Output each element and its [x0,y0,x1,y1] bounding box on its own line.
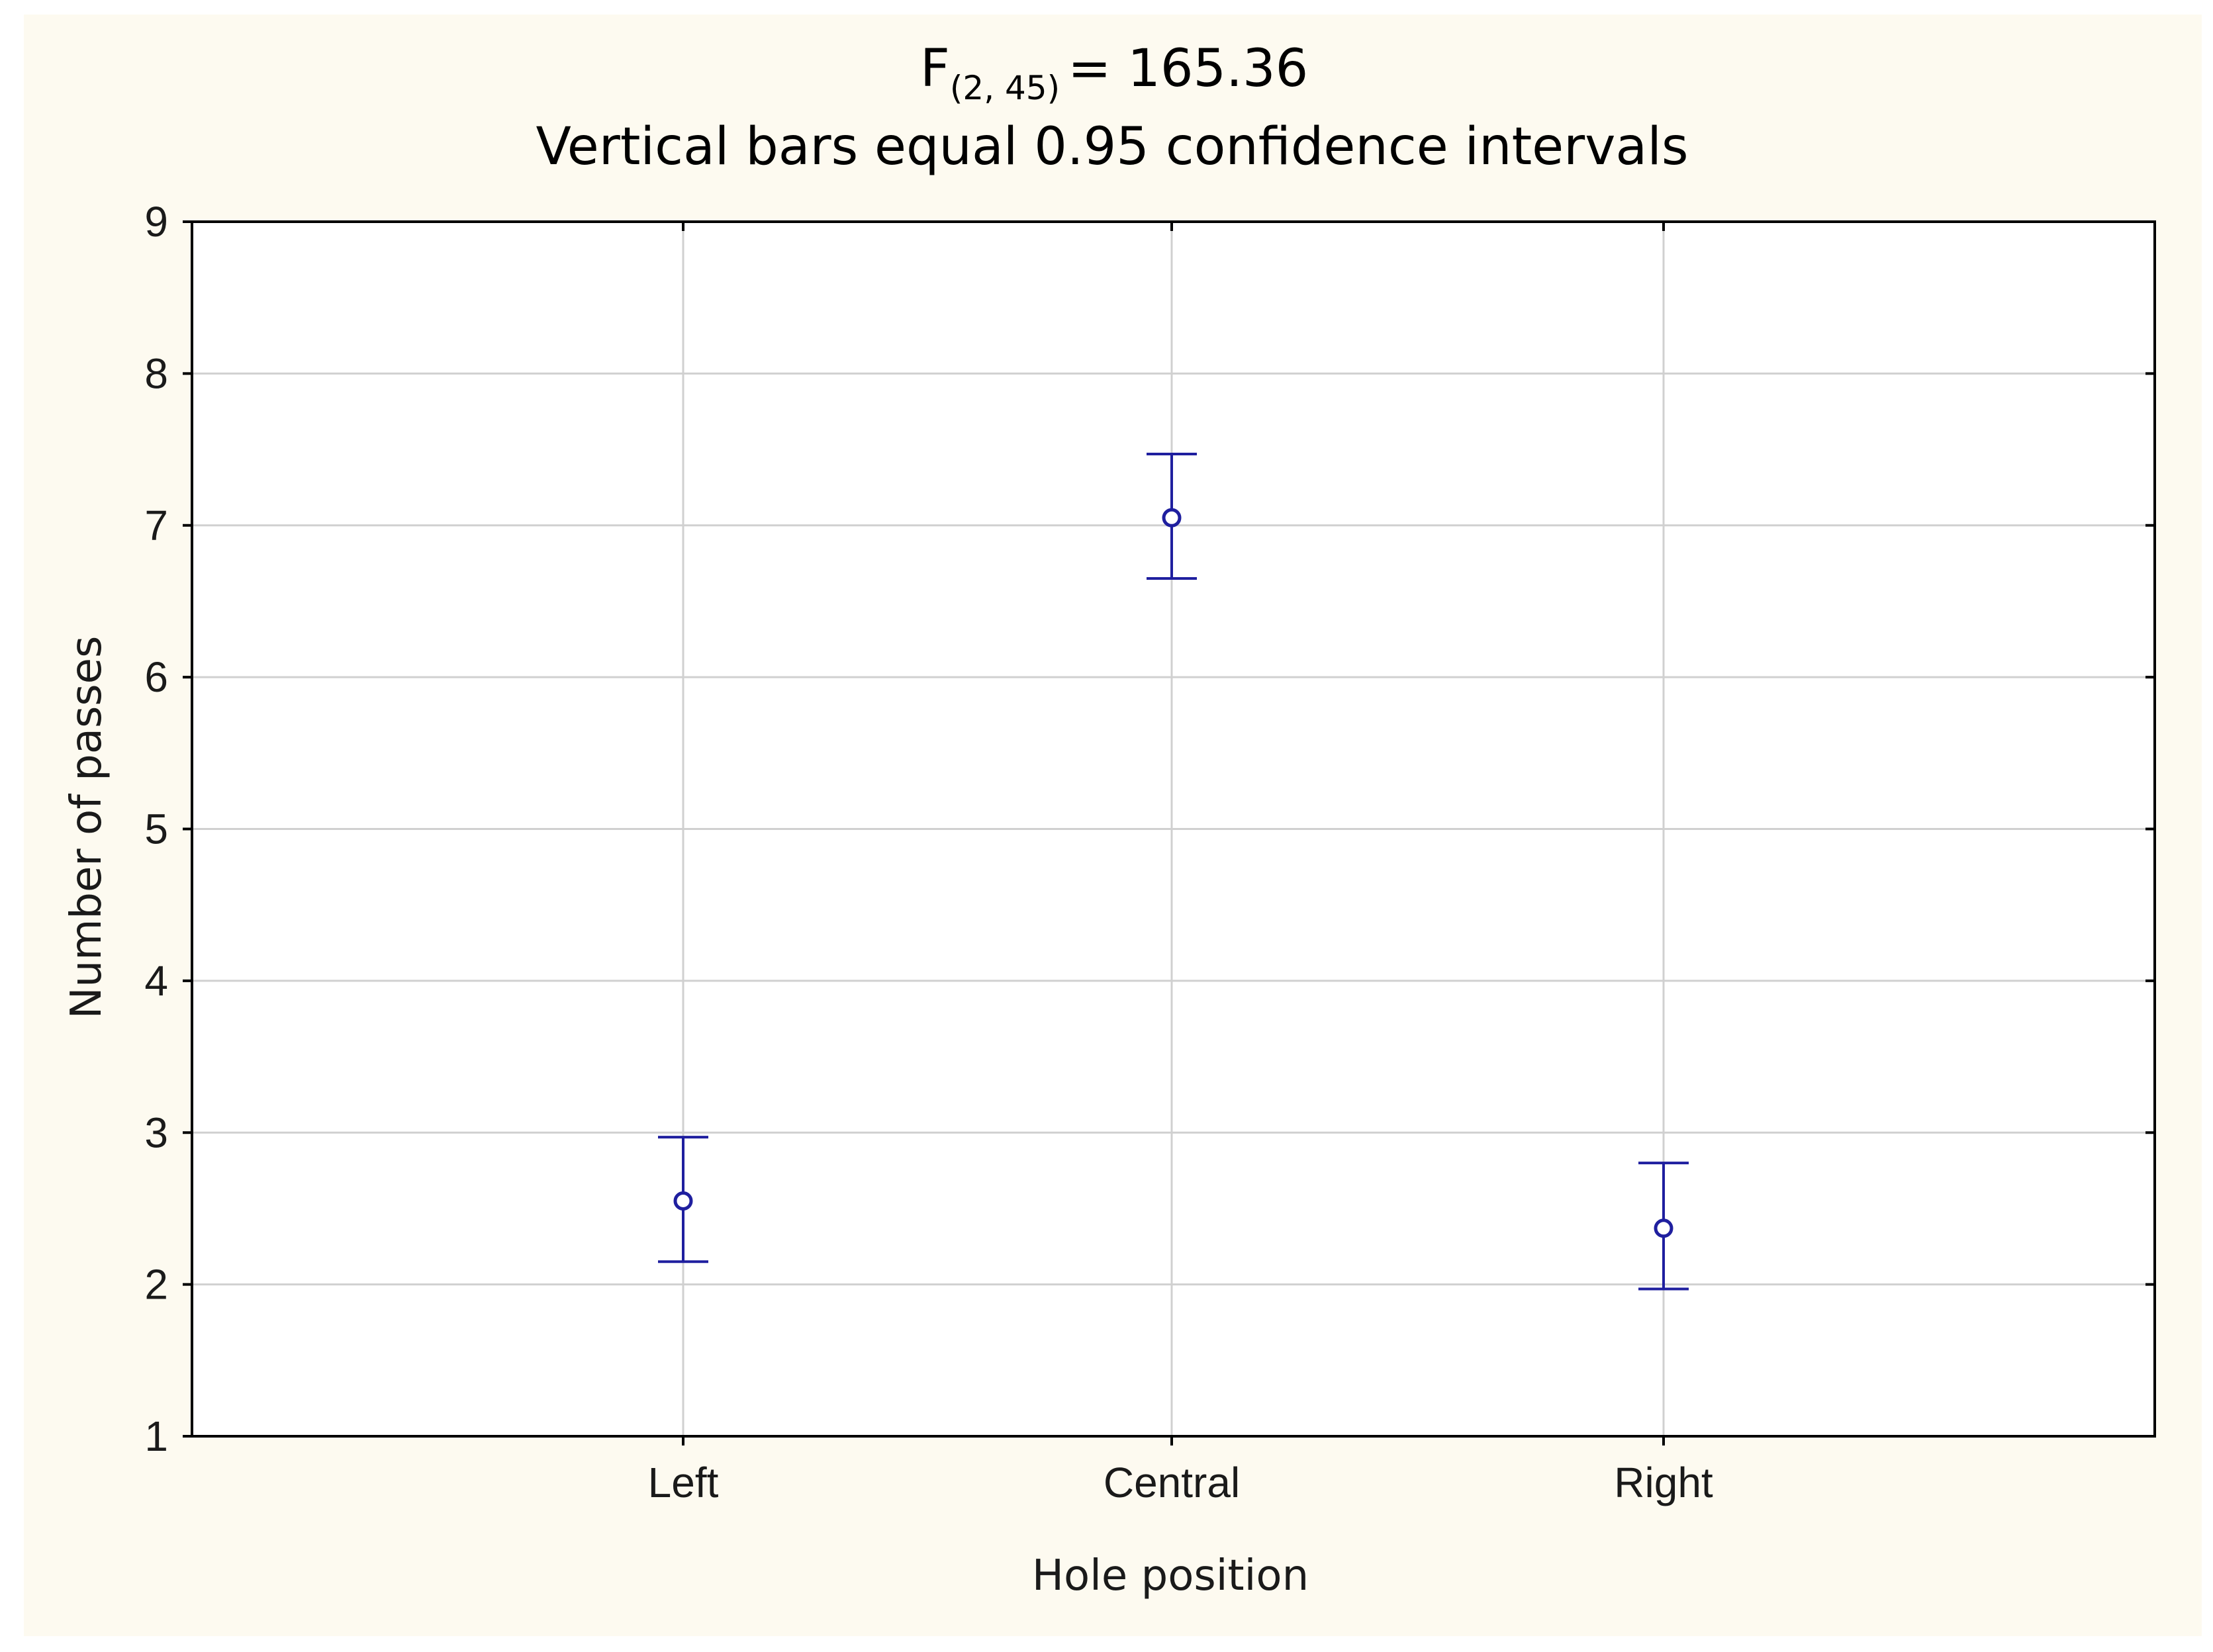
chart-subtitle: Vertical bars equal 0.95 confidence inte… [536,117,1688,177]
y-axis: 1 2 3 4 5 6 7 8 9 [144,198,2155,1460]
series-means [658,452,1689,1291]
y-tick-label: 5 [144,805,168,853]
chart-title-main: F [920,39,950,99]
y-tick-label: 8 [144,349,168,397]
y-tick-label: 4 [144,957,168,1005]
x-axis-label: Hole position [1032,1551,1309,1600]
chart-title: F(2, 45) = 165.36 [920,39,1308,107]
y-tick-label: 6 [144,653,168,701]
chart-title-value: = 165.36 [1068,39,1308,99]
y-axis-label: Number of passes [62,636,111,1019]
mean-point-central [1162,508,1182,528]
y-tick-label: 2 [144,1261,168,1308]
x-axis: Left Central Right [648,222,1713,1506]
y-tick-label: 1 [144,1412,168,1460]
y-tick-label: 3 [144,1109,168,1156]
mean-point-left [673,1191,693,1211]
y-tick-label: 9 [144,198,168,246]
mean-point-right [1654,1218,1673,1238]
y-tick-label: 7 [144,502,168,549]
chart-title-subscript: (2, 45) [950,69,1060,107]
x-tick-label-central: Central [1104,1459,1240,1506]
x-tick-label-right: Right [1614,1459,1713,1506]
x-tick-label-left: Left [648,1459,719,1506]
